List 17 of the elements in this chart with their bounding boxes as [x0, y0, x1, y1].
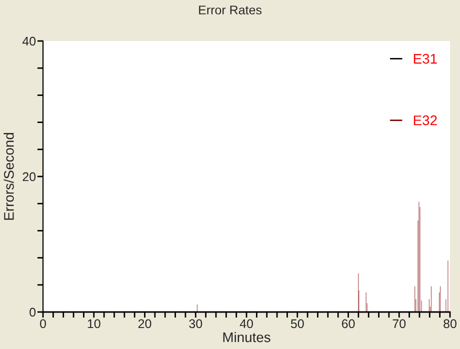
x-tick-label: 40 — [240, 319, 253, 328]
x-axis-title: Minutes — [223, 332, 270, 342]
x-tick-label: 10 — [88, 319, 100, 328]
legend-label: E32 — [414, 115, 437, 126]
x-tick-label: 30 — [189, 319, 202, 328]
y-tick-label: 20 — [22, 172, 36, 182]
x-tick-label: 20 — [138, 319, 152, 328]
y-tick-label: 0 — [30, 308, 36, 317]
x-tick-label: 0 — [40, 319, 46, 328]
legend-label: E31 — [414, 54, 437, 64]
y-axis-title: Errors/Second — [4, 133, 14, 220]
x-tick-label: 60 — [342, 319, 355, 328]
x-tick-label: 80 — [444, 319, 456, 328]
chart-title: Error Rates — [199, 6, 262, 14]
x-tick-label: 70 — [392, 319, 406, 328]
x-tick-label: 50 — [290, 319, 304, 328]
y-tick-label: 40 — [22, 36, 36, 46]
